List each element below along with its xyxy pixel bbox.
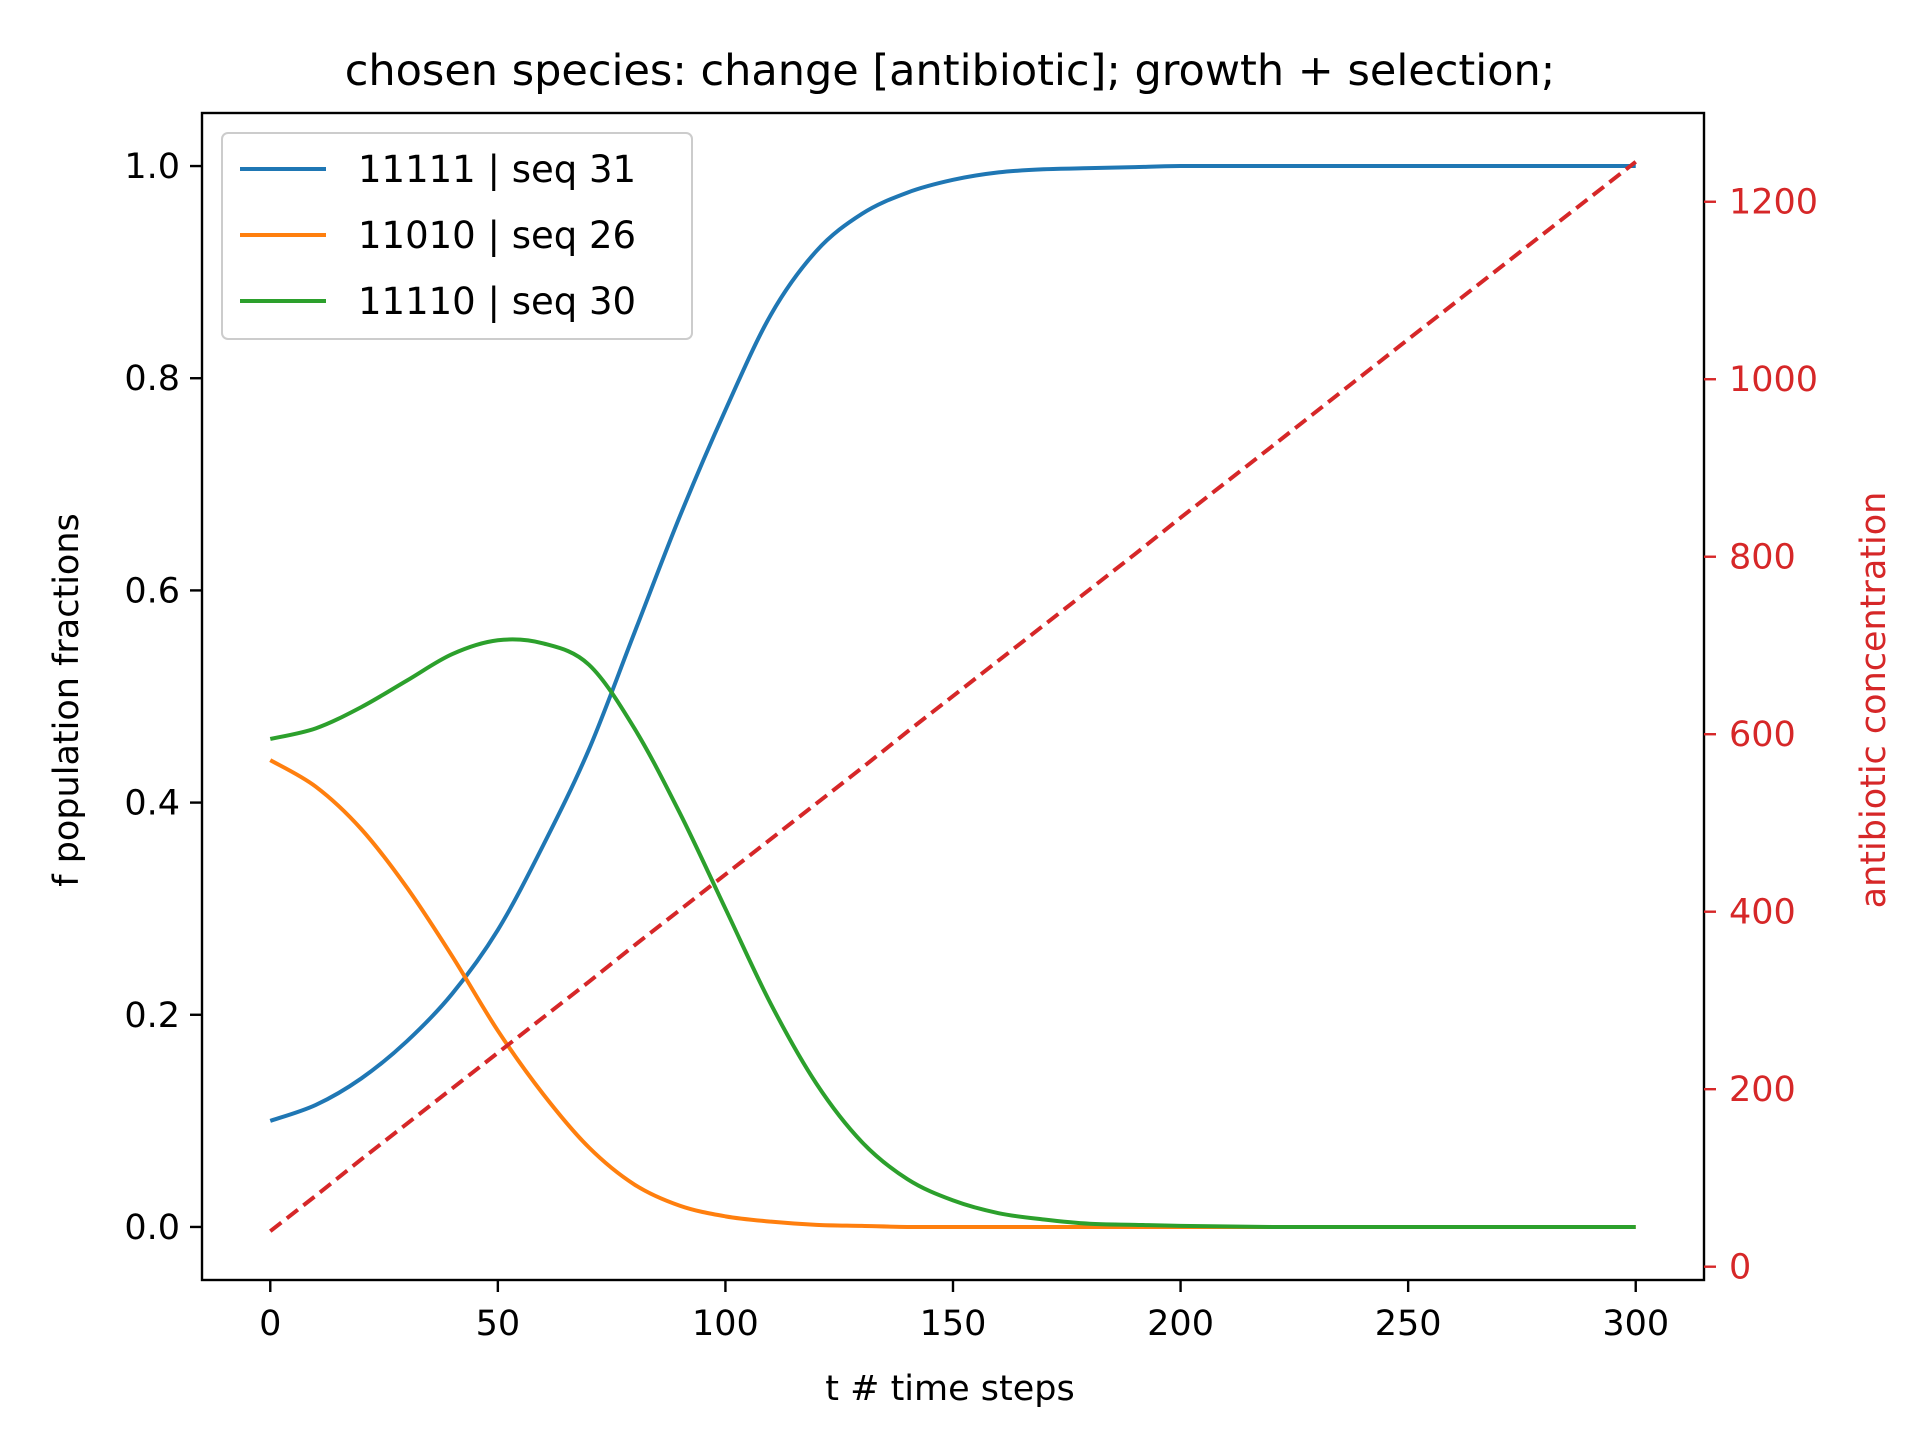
legend-box xyxy=(221,132,693,340)
y2-tick-label: 200 xyxy=(1729,1070,1796,1110)
y2-tick-label: 800 xyxy=(1729,538,1796,578)
y-tick-label: 0.0 xyxy=(124,1208,180,1248)
x-tick-label: 50 xyxy=(476,1304,521,1344)
x-axis-label: t # time steps xyxy=(825,1369,1074,1409)
legend-label: 11110 | seq 30 xyxy=(358,280,636,323)
y-tick-label: 0.6 xyxy=(124,571,180,611)
series-line-antibiotic-concentration xyxy=(269,160,1637,1233)
y2-tick-label: 1000 xyxy=(1729,360,1818,400)
series-line-1 xyxy=(269,758,1636,1230)
y2-tick-label: 600 xyxy=(1729,715,1796,755)
y-tick-label: 1.0 xyxy=(124,147,180,187)
plot-area xyxy=(269,160,1637,1233)
y2-tick-label: 400 xyxy=(1729,893,1796,933)
x-tick-label: 0 xyxy=(259,1304,281,1344)
x-tick-label: 250 xyxy=(1375,1304,1442,1344)
legend-label: 11010 | seq 26 xyxy=(358,214,636,257)
axes: 0 50 100 150 200 250 300 0.0 0.2 0.4 0.6 0.8 1.0 0 200… xyxy=(124,111,1818,1344)
x-tick-label: 100 xyxy=(692,1304,759,1344)
legend: 11111 | seq 31 11010 | seq 26 11110 | seq … xyxy=(221,132,693,340)
y2-tick-label: 0 xyxy=(1729,1248,1751,1288)
legend-label: 11111 | seq 31 xyxy=(358,148,636,191)
y-tick-label: 0.2 xyxy=(124,996,180,1036)
y-axis-label: f population fractions xyxy=(47,513,87,887)
y-tick-label: 0.4 xyxy=(124,784,180,824)
series-line-2 xyxy=(269,637,1636,1230)
x-tick-label: 300 xyxy=(1602,1304,1669,1344)
y2-tick-label: 1200 xyxy=(1729,183,1818,223)
y2-axis-label: antibiotic concentration xyxy=(1854,492,1894,909)
y-tick-label: 0.8 xyxy=(124,359,180,399)
chart-title: chosen species: change [antibiotic]; gro… xyxy=(345,46,1556,96)
x-tick-label: 150 xyxy=(920,1304,987,1344)
x-tick-label: 200 xyxy=(1147,1304,1214,1344)
